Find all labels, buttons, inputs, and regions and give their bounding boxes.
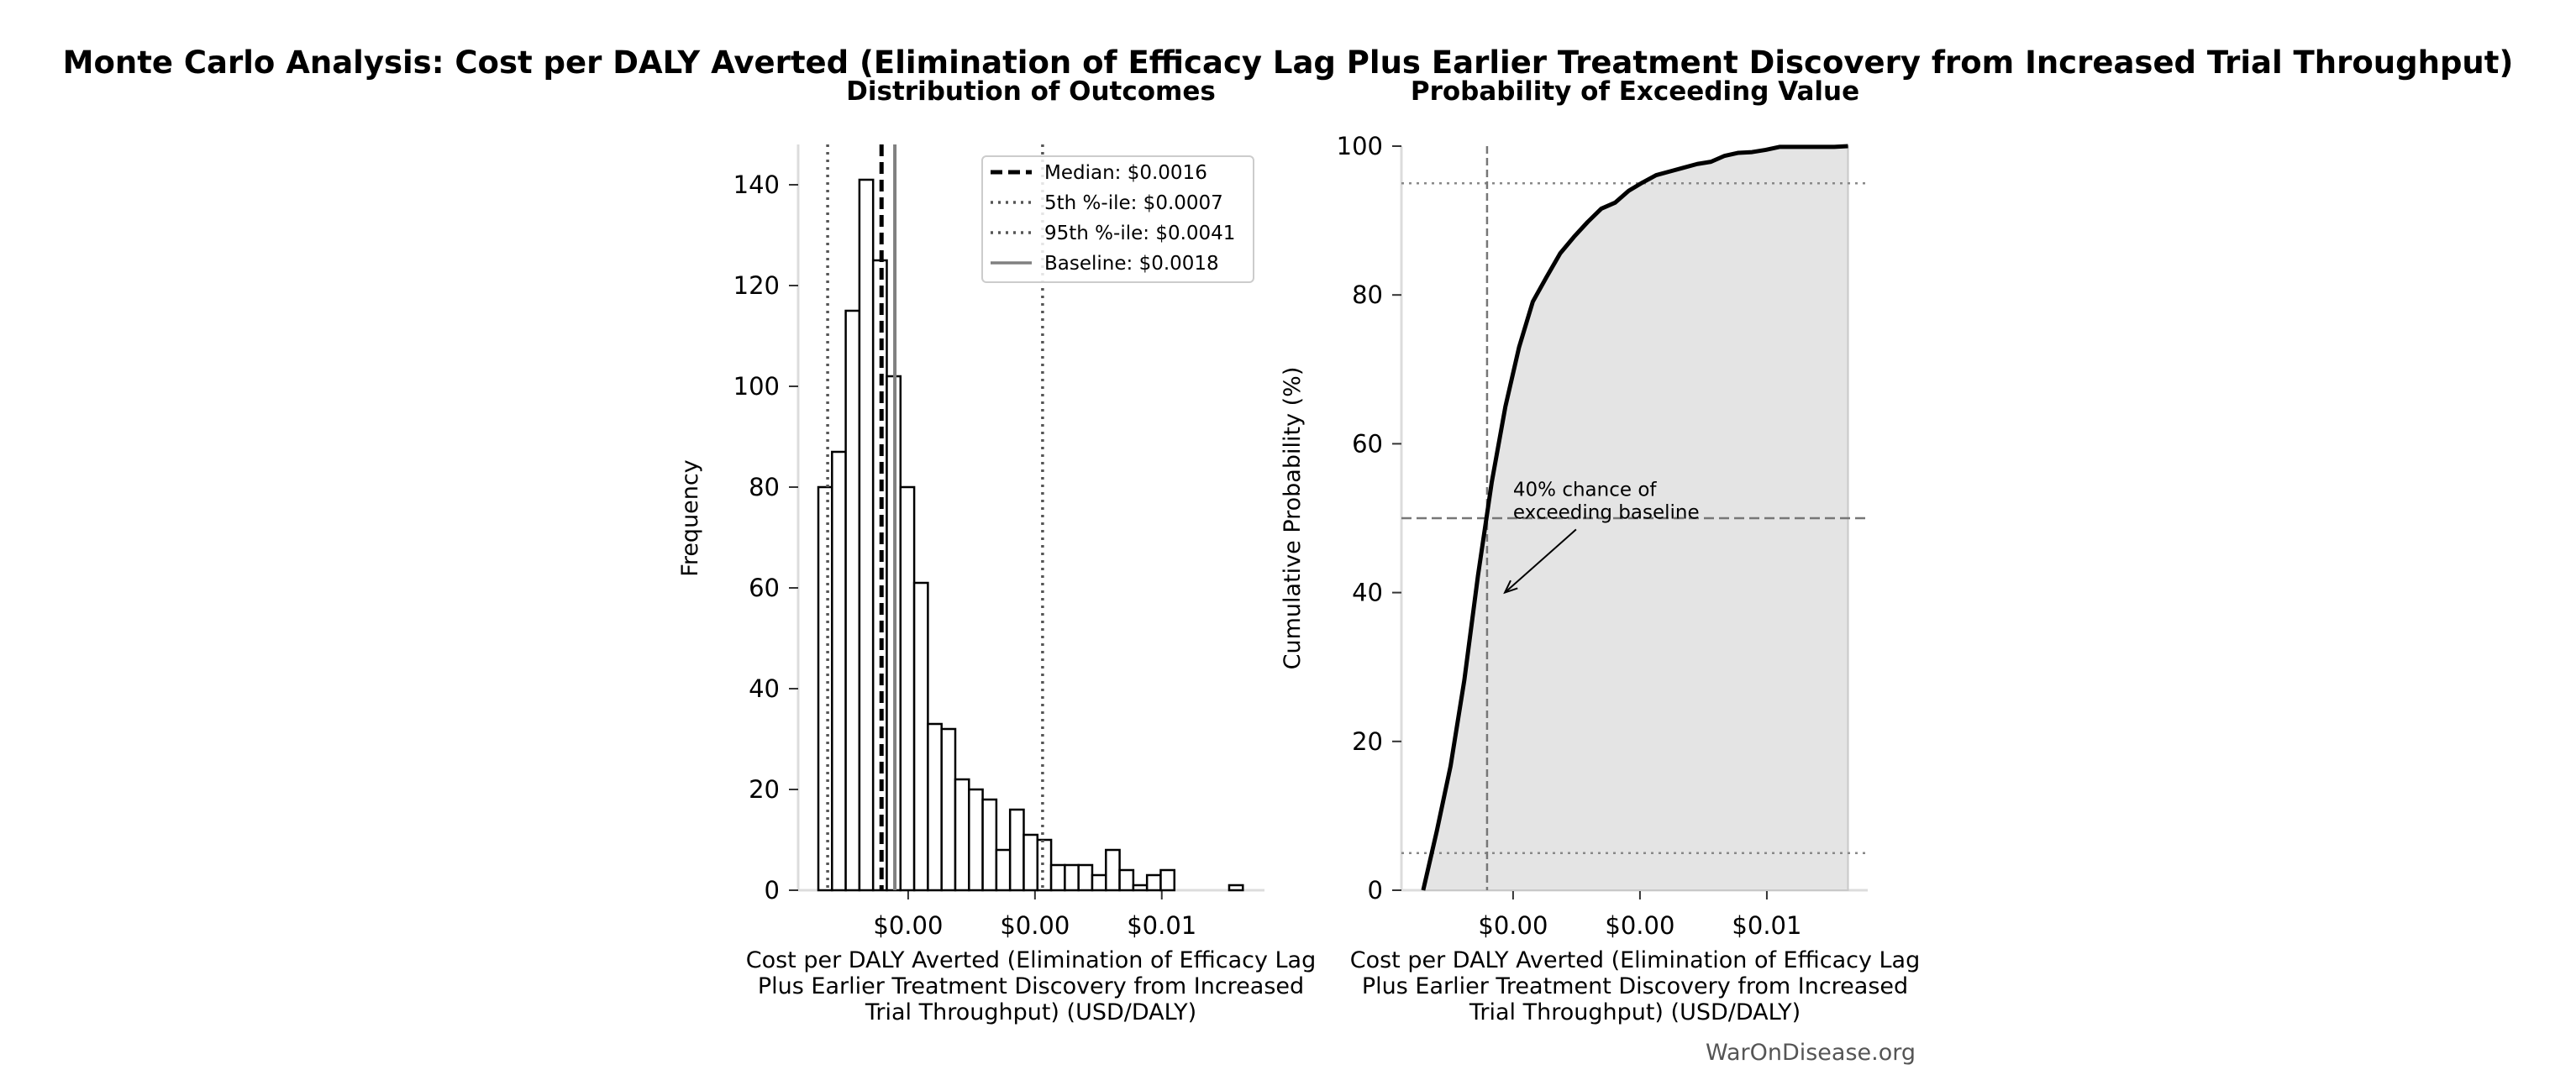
histogram-bar [1159,868,1176,892]
histogram-panel: Distribution of Outcomes Frequency 0 20 40… [677,76,1264,940]
histogram-ytick-label: 40 [749,674,780,703]
cdf-panel: Probability of Exceeding Value Cumulativ… [1280,76,1868,940]
cdf-curve [1421,144,1848,891]
watermark: WarOnDisease.org [1706,1040,1916,1066]
cdf-ylabel: Cumulative Probability (%) [1280,367,1306,670]
histogram-bar [1036,838,1053,892]
annotation-line-2: exceeding baseline [1513,501,1700,523]
legend-label: 95th %-ile: $0.0041 [1044,223,1235,244]
legend-box [981,155,1254,283]
histogram-bar [844,309,861,892]
histogram-ytick-label: 0 [765,876,780,905]
histogram-bar [1105,848,1121,892]
cdf-xtick-label: $0.00 [1478,911,1548,940]
histogram-ytick-label: 120 [733,271,780,300]
histogram-bar [927,722,943,892]
cdf-xtick-label: $0.00 [1605,911,1674,940]
histogram-bar [899,485,916,892]
cdf-xtick-label: $0.01 [1732,911,1801,940]
histogram-bar [995,848,1012,892]
histogram-xlabel: Cost per DALY Averted (Elimination of Ef… [745,947,1317,1025]
cdf-ytick-label: 40 [1352,579,1383,607]
histogram-bar [954,778,970,892]
histogram-bar [858,178,875,892]
histogram-ytick-label: 140 [733,170,780,199]
histogram-bar [940,727,957,892]
annotation-line-1: 40% chance of [1513,479,1658,501]
annotation-arrowhead [1503,579,1518,595]
histogram-bar [831,450,847,892]
histogram-xtick-label: $0.00 [1000,911,1070,940]
legend: Median: $0.0016 5th %-ile: $0.0007 95th %-… [981,155,1254,283]
histogram-ytick-label: 20 [749,775,780,804]
annotation-arrow [1504,528,1577,594]
histogram-bar [1023,833,1039,892]
histogram-bar [1132,884,1149,892]
histogram-bar [1091,873,1107,892]
histogram-bar [1077,863,1094,892]
histogram-ylabel: Frequency [677,459,703,577]
histogram-bar [981,798,998,892]
histogram-title: Distribution of Outcomes [846,76,1216,107]
legend-label: 5th %-ile: $0.0007 [1044,192,1223,214]
histogram-ytick-label: 100 [733,372,780,401]
histogram-bar [912,581,929,892]
cdf-ytick-label: 0 [1368,876,1383,905]
cdf-xlabel: Cost per DALY Averted (Elimination of Ef… [1349,947,1921,1025]
legend-label: Baseline: $0.0018 [1044,253,1219,275]
histogram-bar [1008,808,1025,892]
histogram-xtick-label: $0.00 [873,911,943,940]
histogram-xtick-label: $0.01 [1127,911,1196,940]
histogram-bar [1228,884,1244,892]
figure-title: Monte Carlo Analysis: Cost per DALY Aver… [63,45,2514,81]
cdf-ytick-label: 20 [1352,727,1383,756]
cdf-ytick-label: 80 [1352,281,1383,309]
histogram-bar [817,485,833,892]
legend-label: Median: $0.0016 [1044,162,1207,184]
cdf-ytick-label: 100 [1337,132,1383,160]
histogram-ytick-label: 60 [749,574,780,602]
histogram-bar [1145,873,1162,892]
histogram-bar [968,788,984,892]
histogram-ytick-label: 80 [749,473,780,501]
cdf-ytick-label: 60 [1352,429,1383,458]
histogram-bar [1049,863,1066,892]
histogram-bar [1118,868,1135,892]
cdf-title: Probability of Exceeding Value [1411,76,1859,107]
histogram-bar [1064,863,1080,892]
